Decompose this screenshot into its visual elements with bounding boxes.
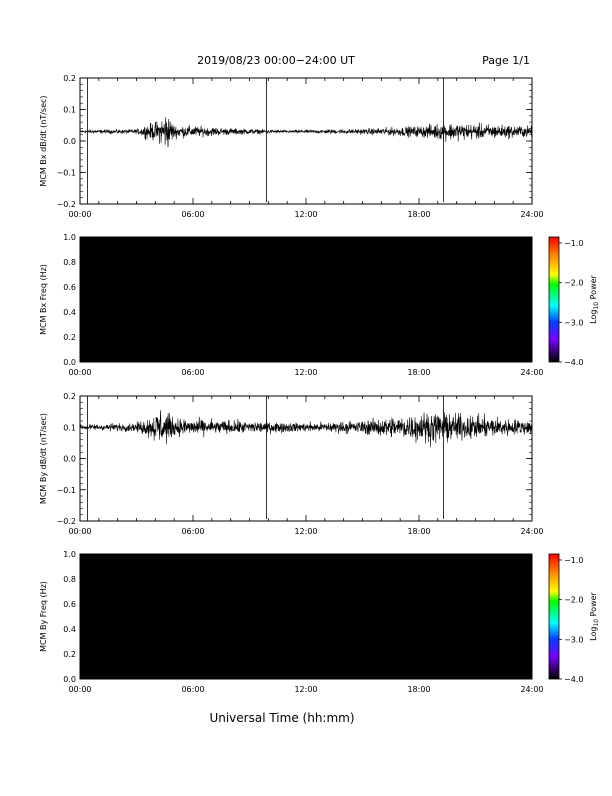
y-axis-label: MCM Bx dB/dt (nT/sec) <box>39 95 48 186</box>
series-line <box>80 117 532 146</box>
y-tick-label: 0.0 <box>63 137 76 146</box>
x-tick-label: 24:00 <box>520 210 543 219</box>
y-tick-label: −0.2 <box>57 200 76 209</box>
figure-title: 2019/08/23 00:00−24:00 UT <box>197 54 355 67</box>
y-tick-label: 0.1 <box>63 106 76 115</box>
plot-frame <box>80 78 532 204</box>
x-tick-label: 12:00 <box>294 210 317 219</box>
bx-dbdt-panel: 00:00 06:00 12:00 18:00 24:00 0.2 0.1 0.0 −0.1 −0… <box>39 74 544 219</box>
y-tick-label: 0.2 <box>63 74 76 83</box>
page-number: Page 1/1 <box>482 54 530 67</box>
x-tick-label: 18:00 <box>407 210 430 219</box>
x-tick-label: 06:00 <box>181 210 204 219</box>
y-tick-label: −0.1 <box>57 169 76 178</box>
x-tick-label: 00:00 <box>68 210 91 219</box>
